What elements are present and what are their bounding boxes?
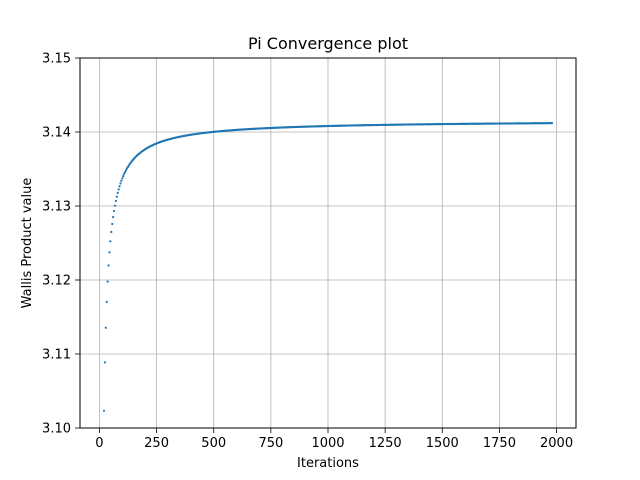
data-point <box>124 169 128 172</box>
data-point <box>111 222 114 226</box>
y-tick-label: 3.13 <box>42 200 71 215</box>
x-tick-label: 1750 <box>483 436 516 451</box>
data-point <box>110 230 113 234</box>
y-tick-label: 3.14 <box>42 126 71 141</box>
data-point <box>112 209 116 213</box>
data-point <box>112 215 115 219</box>
data-point <box>104 326 107 329</box>
data-point <box>115 195 118 198</box>
x-tick-label: 1250 <box>369 436 402 451</box>
data-point <box>123 172 126 176</box>
x-tick-label: 0 <box>95 436 103 451</box>
data-point <box>117 188 120 191</box>
x-axis-label: Iterations <box>297 456 359 471</box>
data-point <box>103 361 107 364</box>
data-point <box>105 300 108 303</box>
x-tick-label: 1500 <box>426 436 459 451</box>
y-tick-label: 3.11 <box>42 348 71 363</box>
data-series <box>102 122 554 412</box>
y-tick-label: 3.10 <box>42 422 71 437</box>
data-point <box>119 182 122 185</box>
x-tick-label: 500 <box>201 436 226 451</box>
data-point <box>122 175 125 178</box>
x-tick-label: 2000 <box>540 436 573 451</box>
data-point <box>102 409 106 412</box>
y-axis-label: Wallis Product value <box>20 178 35 309</box>
data-point <box>113 204 117 207</box>
data-point <box>109 240 112 243</box>
grid <box>80 57 576 429</box>
data-point <box>114 199 117 203</box>
y-tick-label: 3.12 <box>42 274 71 289</box>
data-point <box>106 280 109 283</box>
data-point <box>123 171 127 174</box>
x-axis-ticks: 0 250 500 750 1000 1250 1500 1750 2000 <box>95 428 573 451</box>
x-tick-label: 250 <box>144 436 169 451</box>
x-tick-label: 750 <box>258 436 283 451</box>
data-point <box>108 251 111 254</box>
y-axis-ticks: 3.10 3.11 3.12 3.13 3.14 3.15 <box>42 52 80 437</box>
data-point <box>107 264 110 267</box>
data-point <box>116 191 119 194</box>
chart-title: Pi Convergence plot <box>248 34 408 53</box>
x-tick-label: 1000 <box>311 436 344 451</box>
data-point <box>118 185 121 188</box>
data-point <box>121 177 124 180</box>
y-tick-label: 3.15 <box>42 52 71 67</box>
data-point <box>550 122 554 125</box>
data-point <box>120 179 123 182</box>
